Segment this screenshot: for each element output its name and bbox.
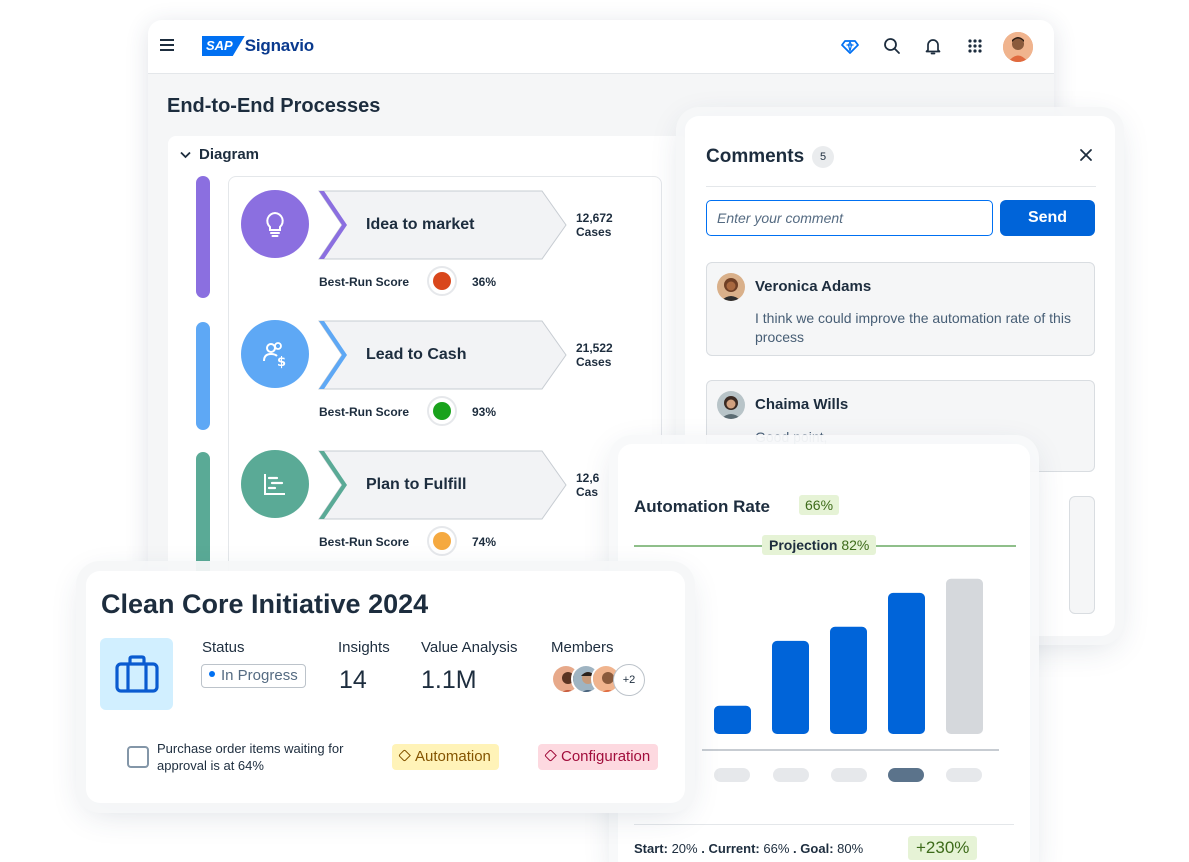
initiative-icon-tile: [100, 638, 173, 710]
shell-bar: SAP Signavio: [148, 20, 1054, 74]
chevron-down-icon: [180, 151, 191, 159]
process-name: Lead to Cash: [366, 346, 467, 363]
sap-signavio-logo[interactable]: SAP Signavio: [202, 35, 314, 57]
search-icon[interactable]: [882, 36, 902, 56]
task-checkbox[interactable]: [127, 746, 149, 768]
briefcase-icon: [114, 655, 159, 693]
automation-bar-chart: [714, 578, 983, 734]
comment-author: Veronica Adams: [755, 278, 872, 295]
comments-title: Comments: [706, 146, 805, 167]
chart-pager-dot[interactable]: [773, 768, 809, 782]
tag-icon: [398, 749, 411, 762]
members-more-count[interactable]: +2: [613, 664, 645, 696]
score-label: Best-Run Score: [319, 405, 410, 419]
chart-pager-dot[interactable]: [946, 768, 982, 782]
process-icon-circle: [241, 190, 309, 258]
comment-input[interactable]: [706, 200, 993, 236]
chart-axis: [702, 749, 999, 751]
score-label: Best-Run Score: [319, 275, 410, 289]
process-name: Idea to market: [366, 216, 475, 233]
process-icon-circle: [241, 450, 309, 518]
divider: [706, 186, 1096, 187]
comment-author: Chaima Wills: [755, 396, 849, 413]
user-avatar[interactable]: [1003, 32, 1033, 62]
value-analysis-label: Value Analysis: [421, 639, 518, 656]
score-value: 36%: [472, 275, 497, 289]
process-cases: 12,672 Cases: [576, 211, 613, 239]
score-indicator: [427, 526, 457, 556]
tag-automation[interactable]: Automation: [392, 744, 499, 770]
comment-text: I think we could improve the automation …: [755, 310, 1071, 345]
insights-label: Insights: [338, 639, 390, 656]
score-label: Best-Run Score: [319, 535, 410, 549]
app-grid-icon[interactable]: [965, 36, 985, 56]
members-label: Members: [551, 639, 614, 656]
automation-rate-card: Automation Rate 66% Projection 82% Start…: [618, 444, 1030, 862]
page-title: End-to-End Processes: [167, 95, 381, 117]
automation-rate-badge: 66%: [799, 495, 840, 515]
diagram-header-label: Diagram: [199, 146, 260, 163]
avatar: [717, 391, 745, 419]
task-text: Purchase order items waiting for approva…: [157, 741, 344, 773]
status-label: Status: [202, 639, 245, 656]
chart-bar-2[interactable]: [772, 640, 809, 734]
diagram-panel: Diagram Idea to market 12,672 Cases Best-…: [168, 136, 688, 620]
comments-count-badge: 5: [812, 146, 834, 168]
lane-bar-plan: [196, 452, 210, 592]
chart-pager-dot-active[interactable]: [888, 768, 924, 782]
insights-value: 14: [339, 666, 367, 694]
lane-bar-idea: [196, 176, 210, 298]
initiative-title: Clean Core Initiative 2024: [101, 589, 429, 619]
gantt-list-icon: [264, 474, 285, 495]
tag-configuration[interactable]: Configuration: [538, 744, 659, 770]
lightbulb-icon: [266, 211, 284, 237]
process-chevron-idea-to-market[interactable]: [318, 190, 568, 260]
projection-tag: Projection 82%: [762, 535, 877, 555]
diamond-icon[interactable]: [840, 36, 860, 56]
process-chevron-lead-to-cash[interactable]: [318, 320, 568, 390]
chart-pager-dot[interactable]: [714, 768, 750, 782]
close-icon[interactable]: [1079, 148, 1093, 162]
process-cases: 21,522 Cases: [576, 341, 613, 369]
automation-title: Automation Rate: [634, 497, 770, 516]
comment-item: [1069, 496, 1095, 614]
bell-icon[interactable]: [923, 36, 943, 56]
chart-bar-1[interactable]: [714, 705, 751, 734]
chart-bar-3[interactable]: [830, 626, 867, 734]
value-analysis-value: 1.1M: [421, 666, 477, 694]
avatar: [717, 273, 745, 301]
score-value: 93%: [472, 405, 497, 419]
lane-bar-lead: [196, 322, 210, 430]
chart-bar-4[interactable]: [888, 592, 925, 734]
people-money-icon: $: [263, 342, 286, 370]
clean-core-card[interactable]: Clean Core Initiative 2024 Status In Pro…: [86, 571, 685, 803]
svg-text:$: $: [277, 355, 286, 370]
chart-pager-dot[interactable]: [831, 768, 867, 782]
automation-stats: Start: 20% . Current: 66% . Goal: 80%: [634, 841, 864, 856]
comment-item: Veronica Adams I think we could improve …: [706, 262, 1095, 356]
process-name: Plan to Fulfill: [366, 476, 467, 493]
chart-bar-5[interactable]: [946, 578, 983, 734]
send-button[interactable]: Send: [1000, 200, 1095, 236]
process-cases: 12,6 Cas: [576, 471, 600, 499]
tag-icon: [544, 749, 557, 762]
hamburger-menu-icon[interactable]: [160, 39, 174, 51]
divider: [634, 824, 1014, 825]
signavio-wordmark: Signavio: [244, 36, 314, 55]
process-chevron-plan-to-fulfill[interactable]: [318, 450, 568, 520]
status-badge: In Progress: [201, 664, 306, 688]
score-indicator: [427, 266, 457, 296]
score-value: 74%: [472, 535, 497, 549]
sap-logo: SAP: [202, 36, 245, 56]
growth-badge: +230%: [908, 836, 978, 860]
score-indicator: [427, 396, 457, 426]
diagram-section-toggle[interactable]: Diagram: [180, 146, 259, 163]
process-icon-circle: $: [241, 320, 309, 388]
